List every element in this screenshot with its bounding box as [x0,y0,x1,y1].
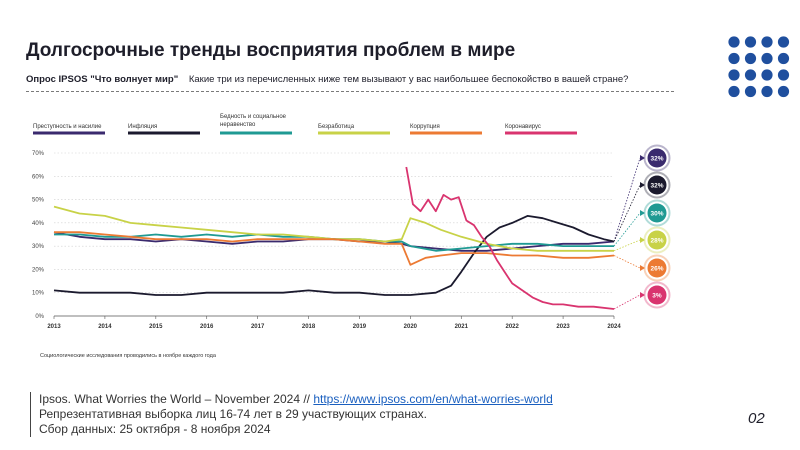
end-arrow [640,182,645,188]
source-title: Ipsos. What Worries the World – November… [39,392,314,406]
source-line-1: Ipsos. What Worries the World – November… [39,392,553,407]
logo-dot [728,69,740,81]
logo-dot [744,36,757,48]
y-tick-label: 40% [32,221,45,227]
end-badge [647,258,667,278]
logo-dot [777,85,790,98]
series-line [53,215,615,296]
page-title: Долгосрочные тренды восприятия проблем в… [26,40,516,61]
end-arrow [640,292,645,298]
end-arrow [640,237,645,243]
dashed-divider [26,91,674,92]
logo-dot [761,52,773,65]
x-tick-label: 2017 [251,324,265,330]
logo-dot [777,36,790,48]
x-tick-label: 2016 [200,324,214,330]
y-tick-label: 20% [32,267,45,273]
x-tick-label: 2015 [149,324,163,330]
survey-question: Какие три из перечисленных ниже тем вызы… [188,74,629,85]
y-tick-label: 0% [35,314,44,320]
end-value-label: 3% [652,293,662,300]
x-tick-label: 2019 [353,324,367,330]
end-ring [643,144,671,172]
legend-label: Бедность и социальное [220,114,287,120]
end-connector [613,294,641,310]
end-value-label: 28% [650,238,663,245]
end-arrow [640,210,645,216]
x-tick-label: 2023 [556,324,570,330]
end-ring [643,171,671,199]
y-tick-label: 50% [32,198,45,204]
logo-dot [761,69,773,81]
end-badge [647,148,667,168]
legend-label: неравенство [220,122,256,128]
x-tick-label: 2013 [47,324,61,330]
series-line [54,231,615,266]
chart-footnote: Социологические исследования проводились… [40,353,216,359]
end-connector [613,212,641,247]
end-connector [613,239,641,252]
end-value-label: 26% [650,266,663,273]
end-value-label: 32% [650,183,663,190]
source-link[interactable]: https://www.ipsos.com/en/what-worries-wo… [313,392,553,406]
series-line [53,231,615,252]
logo-dot [777,69,790,81]
x-tick-label: 2014 [98,324,112,330]
series-line [53,205,614,252]
end-arrow [640,265,645,271]
logo-dot [777,52,790,65]
x-tick-label: 2024 [607,324,621,330]
logo-dot [761,85,773,98]
x-tick-label: 2018 [302,324,316,330]
end-ring [643,199,671,227]
logo-dot [728,85,740,98]
legend-label: Безработица [318,124,355,130]
end-badge [647,175,667,195]
logo-dot [761,36,773,48]
series-line [405,166,615,310]
end-connector [613,184,641,242]
logo-dot [744,69,757,81]
end-ring [643,254,671,282]
logo-dot [744,85,757,98]
y-tick-label: 60% [32,174,45,180]
y-tick-label: 30% [32,244,45,250]
logo-dot [728,36,740,48]
end-ring [643,281,671,309]
logo-dot [728,52,740,65]
page-number: 02 [748,410,765,427]
end-connector [613,255,641,269]
survey-label: Опрос IPSOS "Что волнует мир" [26,74,179,85]
legend-label: Коронавирус [505,124,541,130]
logo-dot [744,52,757,65]
source-line-3: Сбор данных: 25 октября - 8 ноября 2024 [39,422,271,436]
x-tick-label: 2020 [404,324,418,330]
end-connector [613,157,641,242]
end-badge [647,285,667,305]
logo-dots-icon [728,36,790,98]
end-value-label: 32% [650,156,663,163]
end-badge [647,230,667,250]
legend-label: Преступность и насилие [33,124,102,130]
end-value-label: 30% [650,211,663,218]
source-line-2: Репрезентативная выборка лиц 16-74 лет в… [39,407,427,421]
legend-label: Коррупция [410,124,440,130]
end-arrow [640,155,645,161]
end-badge [647,203,667,223]
x-tick-label: 2022 [506,324,520,330]
end-ring [643,226,671,254]
source-block: Ipsos. What Worries the World – November… [30,392,553,437]
x-tick-label: 2021 [455,324,469,330]
legend-label: Инфляция [128,124,157,130]
y-tick-label: 70% [32,151,45,157]
y-tick-label: 10% [32,291,45,297]
survey-subtitle: Опрос IPSOS "Что волнует мир" Какие три … [26,74,628,85]
